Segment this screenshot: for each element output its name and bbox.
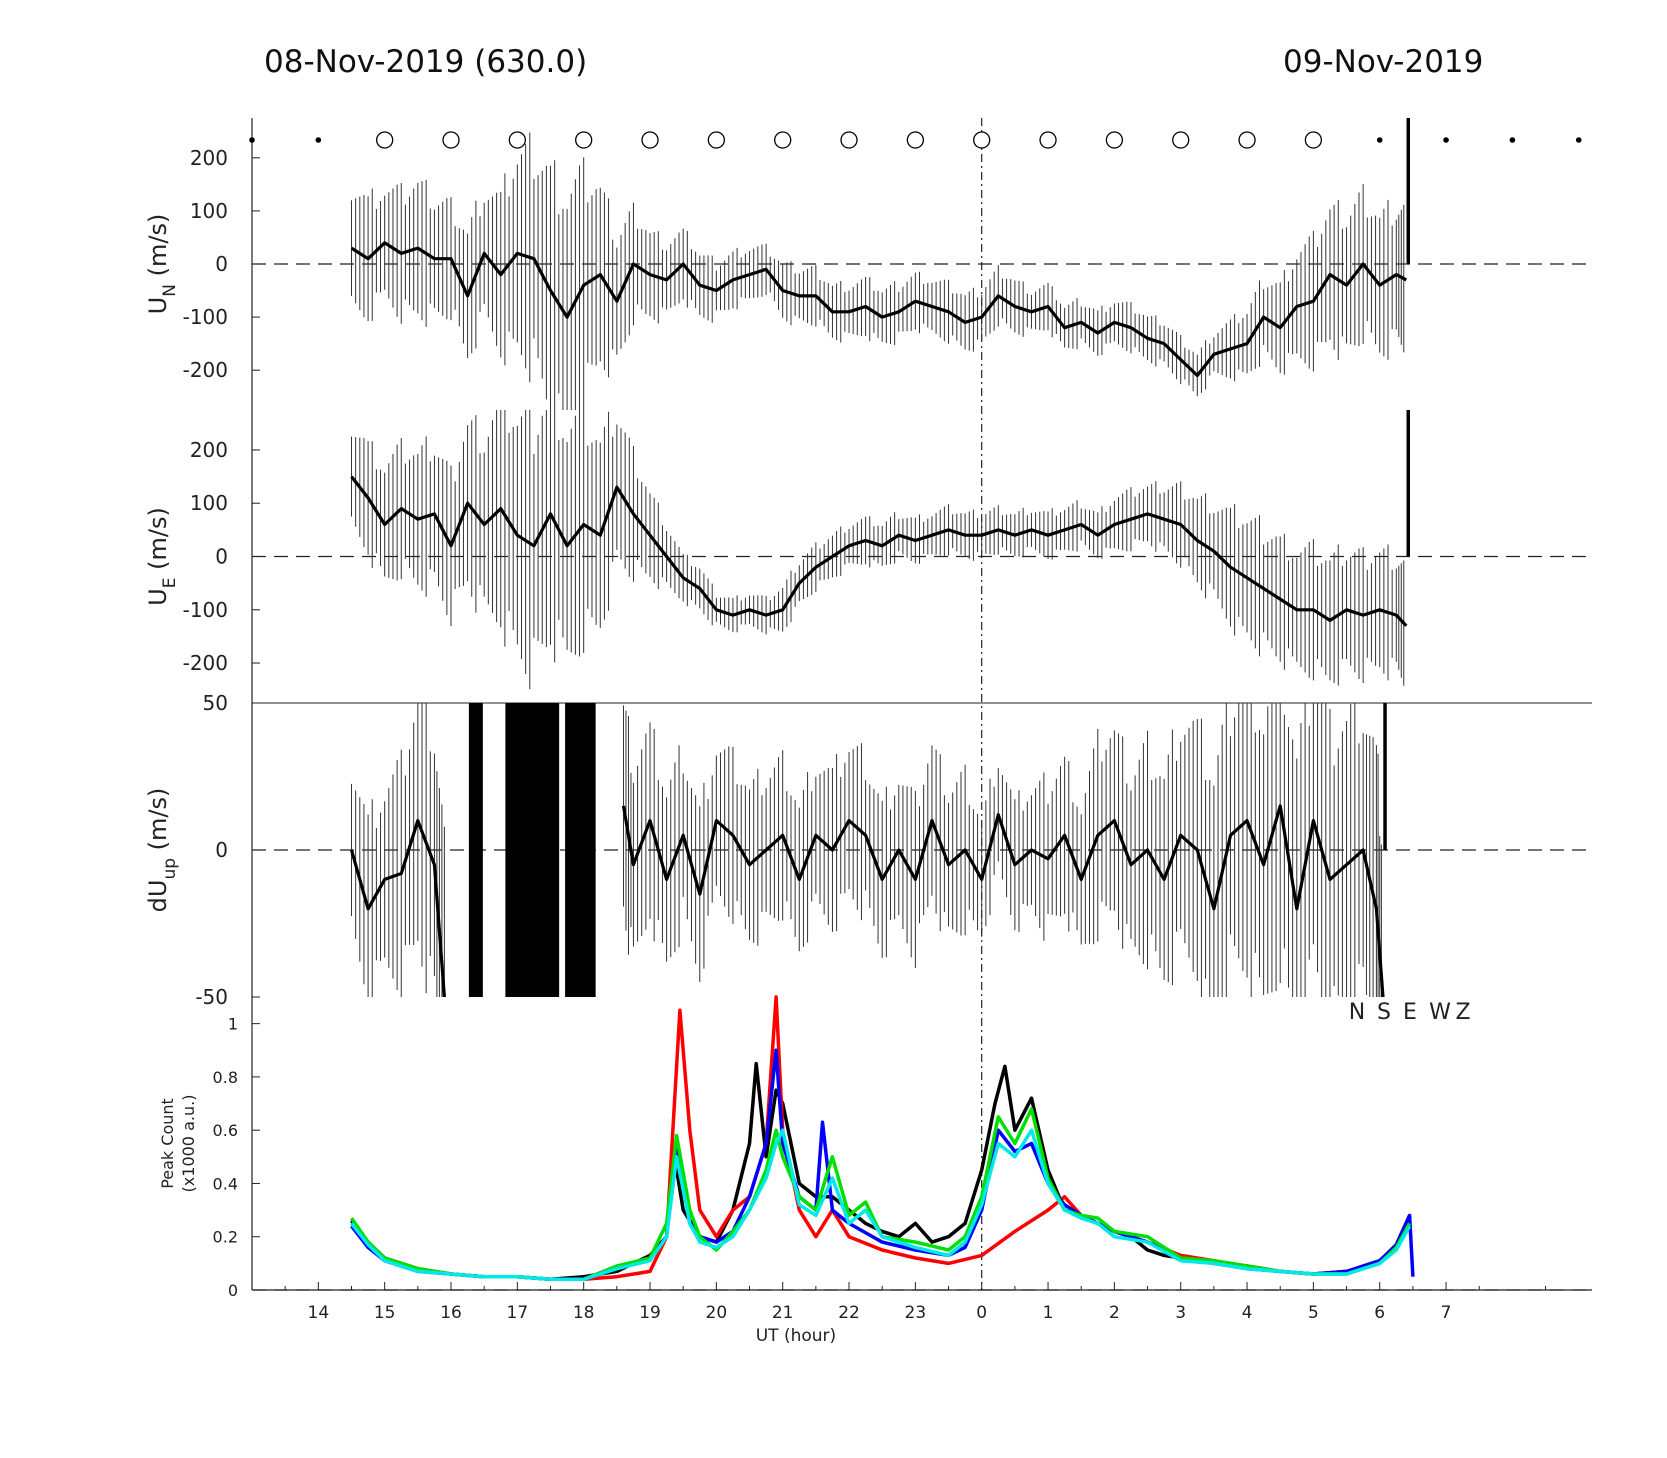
peak-ytick-label: 0.4 xyxy=(213,1174,238,1193)
peak-ytick-label: 0 xyxy=(228,1281,238,1300)
du-ylabel: dUup (m/s) xyxy=(144,788,180,913)
hour-dot-marker xyxy=(1443,137,1449,143)
peak-xtick-label: 5 xyxy=(1308,1303,1319,1323)
peak-ylabel: Peak Count xyxy=(158,1098,177,1189)
ue-series-line xyxy=(350,475,1408,627)
peak-ytick-label: 1 xyxy=(228,1015,238,1034)
chart-title-left: 08-Nov-2019 (630.0) xyxy=(264,44,588,80)
hour-circle-marker xyxy=(1105,131,1124,149)
peak-series-n xyxy=(350,1061,1412,1282)
legend-label-e: E xyxy=(1403,1000,1417,1025)
peak-ytick-label: 0.8 xyxy=(213,1068,238,1087)
legend-label-w: W xyxy=(1429,1000,1451,1025)
peak-xtick-label: 22 xyxy=(838,1303,860,1323)
peak-xtick-label: 1 xyxy=(1043,1303,1054,1323)
hour-circle-marker xyxy=(1172,131,1190,149)
legend-label-z: Z xyxy=(1455,1000,1470,1025)
hour-circle-marker xyxy=(575,131,593,149)
peak-xtick-label: 21 xyxy=(772,1303,794,1323)
chart-title-right: 09-Nov-2019 xyxy=(1283,44,1484,80)
ue-ytick-label: 200 xyxy=(190,438,228,462)
peak-xtick-label: 23 xyxy=(905,1303,927,1323)
hour-circle-marker xyxy=(1304,131,1323,149)
peak-ytick-label: 0.2 xyxy=(213,1228,238,1247)
ue-ylabel: UE (m/s) xyxy=(144,507,180,606)
peak-xtick-label: 3 xyxy=(1175,1303,1186,1323)
hour-circle-marker xyxy=(1039,131,1057,149)
peak-xtick-label: 14 xyxy=(308,1303,330,1323)
hour-circle-marker xyxy=(376,131,394,149)
peak-xtick-label: 2 xyxy=(1109,1303,1120,1323)
hour-circle-marker xyxy=(973,131,991,149)
hour-circle-marker xyxy=(707,131,726,149)
un-ylabel: UN (m/s) xyxy=(144,214,180,315)
un-ytick-label: 0 xyxy=(215,252,228,276)
du-ytick-label: 0 xyxy=(215,838,228,862)
peak-xtick-label: 17 xyxy=(507,1303,529,1323)
peak-xtick-label: 4 xyxy=(1242,1303,1253,1323)
un-ytick-label: -200 xyxy=(183,358,228,382)
peak-xtick-label: 0 xyxy=(976,1303,987,1323)
ue-ytick-label: -200 xyxy=(183,651,228,675)
hour-circle-marker xyxy=(906,131,925,149)
legend-label-n: N xyxy=(1349,1000,1365,1025)
peak-xtick-label: 7 xyxy=(1441,1303,1452,1323)
peak-xtick-label: 15 xyxy=(374,1303,396,1323)
hour-dot-marker xyxy=(1376,137,1383,143)
du-series-line xyxy=(349,804,1385,998)
hour-circle-marker xyxy=(508,131,526,149)
du-ytick-label: -50 xyxy=(195,985,228,1009)
peak-xtick-label: 19 xyxy=(639,1303,661,1323)
hour-circle-marker xyxy=(774,131,792,149)
hour-circle-marker xyxy=(442,131,460,149)
hour-circle-marker xyxy=(1238,131,1256,149)
legend-label-s: S xyxy=(1377,1000,1391,1025)
peak-series-e xyxy=(350,1048,1415,1282)
peak-xtick-label: 16 xyxy=(440,1303,462,1323)
hour-dot-marker xyxy=(315,137,322,143)
peak-ylabel-unit: (x1000 a.u.) xyxy=(179,1095,198,1193)
du-ytick-label: 50 xyxy=(203,691,228,715)
peak-ytick-label: 0.6 xyxy=(213,1121,238,1140)
peak-xtick-label: 18 xyxy=(573,1303,595,1323)
un-ytick-label: 100 xyxy=(190,199,228,223)
un-ytick-label: -100 xyxy=(183,305,228,329)
peak-xtick-label: 20 xyxy=(706,1303,728,1323)
hour-dot-marker xyxy=(249,137,255,143)
hour-circle-marker xyxy=(840,131,858,149)
un-ytick-label: 200 xyxy=(190,146,228,170)
ue-ytick-label: 100 xyxy=(190,491,228,515)
peak-series-z xyxy=(350,1128,1412,1282)
peak-series-w xyxy=(350,1107,1412,1282)
un-series-line xyxy=(350,241,1408,378)
hour-dot-marker xyxy=(1509,137,1516,143)
ue-ytick-label: -100 xyxy=(183,598,228,622)
peak-xlabel: UT (hour) xyxy=(756,1326,836,1346)
ue-ytick-label: 0 xyxy=(215,545,228,569)
hour-dot-marker xyxy=(1575,137,1582,143)
hour-circle-marker xyxy=(641,131,659,149)
peak-xtick-label: 6 xyxy=(1374,1303,1385,1323)
